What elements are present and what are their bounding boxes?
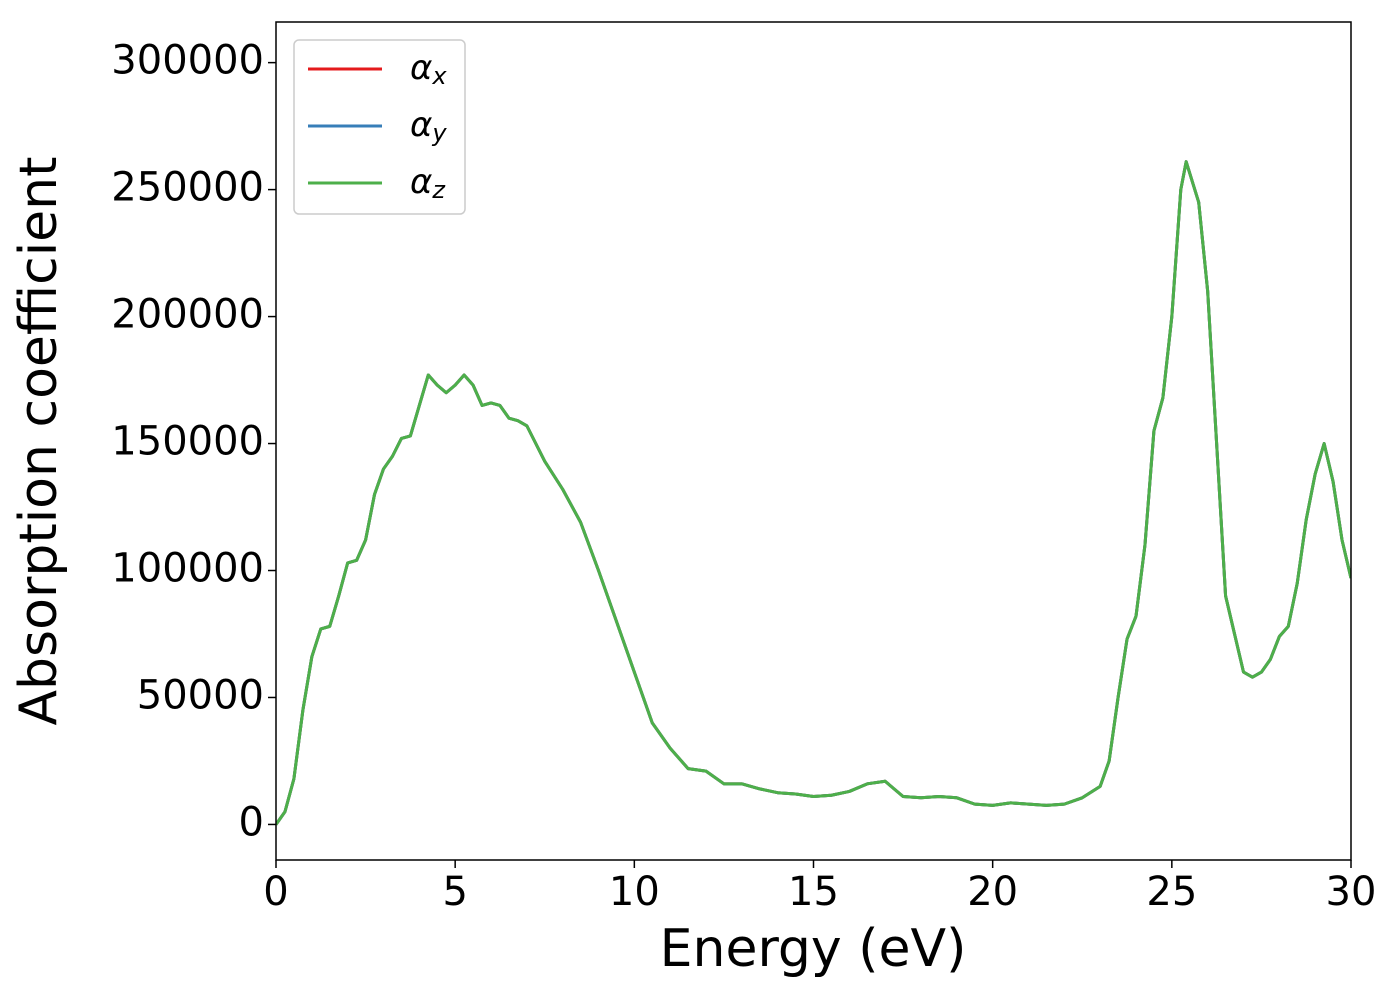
y-tick-label: 250000 xyxy=(111,165,264,211)
y-tick-label: 0 xyxy=(239,799,264,845)
x-axis-label: Energy (eV) xyxy=(660,919,967,979)
legend-label: αx xyxy=(410,48,447,91)
series-line xyxy=(276,160,1351,826)
plot-frame xyxy=(275,21,1352,861)
series-line xyxy=(276,160,1351,826)
y-tick-label: 300000 xyxy=(111,38,264,84)
x-tick-label: 0 xyxy=(263,869,288,915)
x-tick-label: 10 xyxy=(609,869,660,915)
y-tick-label: 200000 xyxy=(111,292,264,338)
x-tick-label: 5 xyxy=(442,869,467,915)
y-tick-label: 100000 xyxy=(111,546,264,592)
x-tick-label: 25 xyxy=(1146,869,1197,915)
y-tick-label: 50000 xyxy=(137,672,264,718)
x-tick-label: 20 xyxy=(967,869,1018,915)
legend-label: αy xyxy=(410,105,447,148)
y-axis-label: Absorption coefficient xyxy=(9,156,69,725)
legend-label: αz xyxy=(410,162,446,205)
series-line xyxy=(276,160,1351,826)
x-tick-label: 15 xyxy=(788,869,839,915)
y-tick-label: 150000 xyxy=(111,419,264,465)
x-tick-label: 30 xyxy=(1326,869,1377,915)
